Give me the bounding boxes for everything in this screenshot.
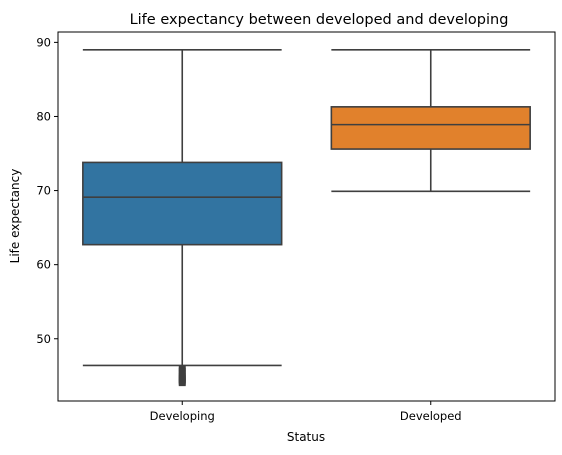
y-tick-label: 90	[36, 35, 51, 49]
outlier-marker	[178, 380, 186, 387]
plot-area-frame	[57, 31, 556, 402]
iqr-box	[330, 106, 531, 150]
chart-title: Life expectancy between developed and de…	[130, 12, 509, 28]
y-tick-label: 60	[36, 258, 51, 272]
box-group-developing	[82, 48, 283, 387]
x-axis-label: Status	[287, 430, 325, 444]
x-tick-label: Developed	[400, 409, 462, 423]
y-axis: 50 60 70 80 90	[36, 35, 58, 346]
x-tick-label: Developing	[150, 409, 215, 423]
iqr-box	[82, 161, 283, 246]
y-tick-label: 70	[36, 184, 51, 198]
boxes-layer	[82, 48, 531, 387]
box-group-developed	[330, 48, 531, 193]
y-tick-label: 50	[36, 332, 51, 346]
y-axis-label: Life expectancy	[8, 169, 22, 264]
x-axis: Developing Developed	[150, 401, 462, 423]
y-tick-label: 80	[36, 109, 51, 123]
